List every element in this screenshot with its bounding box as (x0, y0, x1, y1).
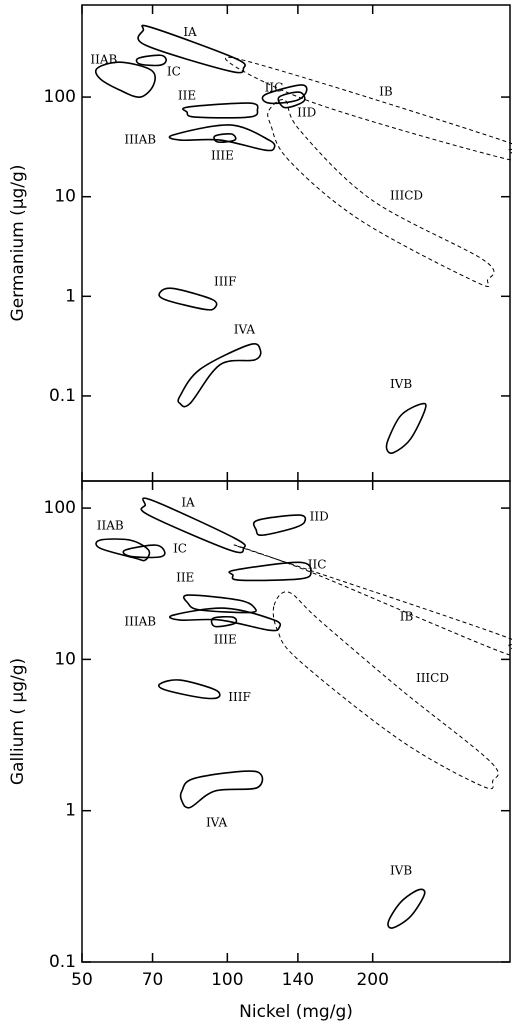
plot-frame (81, 480, 511, 963)
region-outline (137, 24, 246, 74)
y-tick-label: 0.1 (49, 952, 76, 972)
region-outline (233, 544, 512, 657)
region-outline (228, 561, 312, 582)
region-outline (182, 594, 257, 614)
region-outline (272, 591, 499, 790)
region-label: IIC (265, 81, 284, 95)
region-label: IB (379, 85, 393, 99)
region-label: IIIAB (124, 615, 156, 629)
x-tick-label: 140 (282, 970, 314, 990)
region-label: IIIAB (124, 133, 156, 147)
region-label: IC (167, 65, 181, 79)
region-label: IIE (178, 89, 196, 103)
y-tick-label: 10 (54, 187, 76, 207)
region-outline (267, 99, 495, 288)
region-label: IA (183, 25, 197, 39)
region-outline (168, 124, 276, 152)
y-axis-label: Gallium ( μg/g) (8, 658, 28, 785)
region-outline (135, 54, 167, 67)
region-label: IIC (308, 558, 327, 572)
region-label: IVB (390, 863, 412, 877)
x-tick-label: 200 (356, 970, 388, 990)
x-tick-label: 100 (211, 970, 243, 990)
region-outline (94, 61, 156, 98)
region-outline (177, 343, 262, 408)
region-outline (157, 679, 221, 700)
region-outline (210, 615, 238, 628)
region-outline (277, 91, 306, 109)
region-label: IVB (390, 377, 412, 391)
region-label: IID (310, 510, 329, 524)
region-label: IIE (176, 571, 194, 585)
region-outline (385, 402, 427, 454)
region-label: IID (297, 106, 316, 120)
region-label: IIICD (390, 188, 423, 202)
region-label: IIAB (90, 53, 117, 67)
region-outline (182, 102, 259, 119)
x-tick-label: 50 (71, 970, 93, 990)
region-label: IIAB (97, 519, 124, 533)
x-tick-label: 70 (142, 970, 164, 990)
plot-frame (81, 4, 511, 482)
x-axis-label: Nickel (mg/g) (239, 1002, 353, 1022)
region-outline (95, 538, 151, 562)
y-axis-label: Germanium (μg/g) (8, 165, 28, 322)
region-label: IVA (234, 322, 256, 336)
y-tick-label: 1 (65, 801, 76, 821)
region-label: IB (400, 610, 414, 624)
region-label: IIIF (214, 274, 237, 288)
region-label: IC (173, 542, 187, 556)
y-tick-label: 10 (54, 649, 76, 669)
y-tick-label: 1 (65, 286, 76, 306)
region-label: IA (181, 496, 195, 510)
region-label: IIIE (214, 633, 237, 647)
y-tick-label: 0.1 (49, 386, 76, 406)
region-outline (225, 56, 512, 161)
region-label: IIIE (211, 149, 234, 163)
y-tick-label: 100 (44, 498, 76, 518)
region-outline (252, 514, 307, 536)
region-outline (213, 133, 237, 143)
region-outline (158, 287, 218, 311)
region-outline (387, 888, 426, 929)
y-tick-label: 100 (44, 87, 76, 107)
region-outline (122, 544, 166, 559)
region-label: IVA (206, 815, 228, 829)
region-label: IIICD (416, 671, 449, 685)
region-label: IIIF (228, 690, 251, 704)
region-outline (179, 770, 264, 809)
